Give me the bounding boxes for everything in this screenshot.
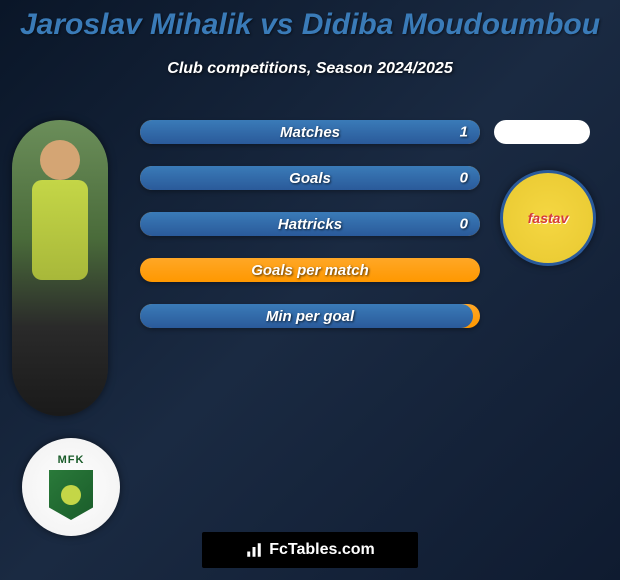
page-title: Jaroslav Mihalik vs Didiba Moudoumbou xyxy=(0,0,620,42)
stat-value: 0 xyxy=(460,170,468,187)
stat-label: Matches xyxy=(280,124,340,141)
club-logo-left-text: MFK xyxy=(58,454,85,466)
stats-container: Matches 1 Goals 0 Hattricks 0 Goals per … xyxy=(140,120,480,350)
chart-icon xyxy=(245,541,263,559)
player-image-right xyxy=(494,120,590,144)
stat-bar-min-per-goal: Min per goal xyxy=(140,304,480,328)
footer-badge[interactable]: FcTables.com xyxy=(202,532,418,568)
content-area: MFK fastav Matches 1 Goals 0 Hattricks 0… xyxy=(0,108,620,538)
club-logo-right-text: fastav xyxy=(528,210,568,226)
club-logo-right: fastav xyxy=(500,170,596,266)
stat-label: Goals xyxy=(289,170,331,187)
stat-value: 0 xyxy=(460,216,468,233)
stat-bar-matches: Matches 1 xyxy=(140,120,480,144)
club-logo-left: MFK xyxy=(22,438,120,536)
stat-label: Goals per match xyxy=(251,262,369,279)
club-logo-left-shield xyxy=(49,470,93,520)
stat-bar-goals: Goals 0 xyxy=(140,166,480,190)
footer-text: FcTables.com xyxy=(269,541,375,559)
page-subtitle: Club competitions, Season 2024/2025 xyxy=(0,60,620,78)
stat-label: Hattricks xyxy=(278,216,342,233)
stat-bar-goals-per-match: Goals per match xyxy=(140,258,480,282)
stat-bar-hattricks: Hattricks 0 xyxy=(140,212,480,236)
player-image-left xyxy=(12,120,108,416)
stat-value: 1 xyxy=(460,124,468,141)
stat-label: Min per goal xyxy=(266,308,354,325)
